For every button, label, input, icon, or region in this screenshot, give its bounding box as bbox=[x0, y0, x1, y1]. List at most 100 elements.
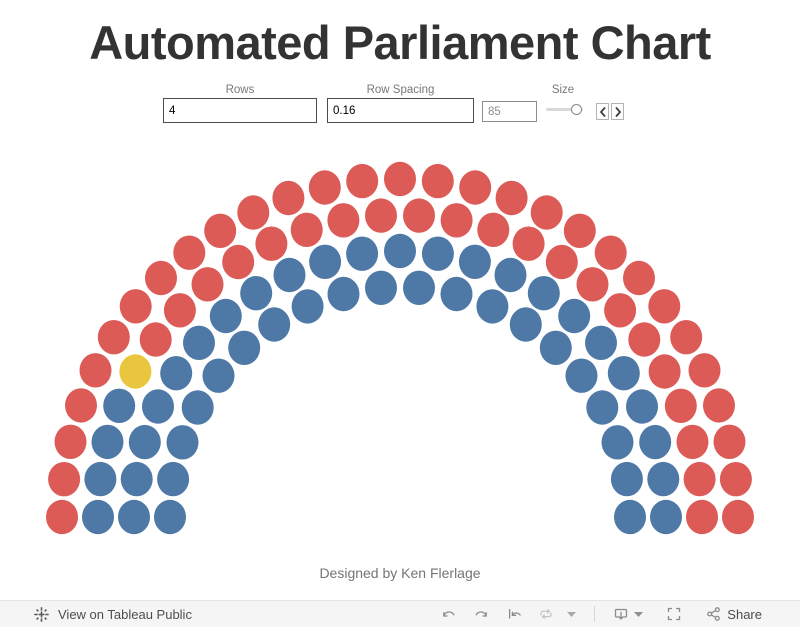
rows-input[interactable] bbox=[163, 98, 317, 123]
seat-dot[interactable] bbox=[84, 461, 117, 497]
seat-dot[interactable] bbox=[440, 276, 473, 312]
seat-dot[interactable] bbox=[119, 354, 152, 389]
seat-dot[interactable] bbox=[477, 212, 510, 247]
seat-dot[interactable] bbox=[576, 267, 609, 302]
seat-dot[interactable] bbox=[647, 461, 680, 497]
seat-dot[interactable] bbox=[607, 356, 640, 391]
seat-dot[interactable] bbox=[290, 212, 323, 247]
seat-dot[interactable] bbox=[686, 499, 718, 535]
seat-dot[interactable] bbox=[545, 244, 578, 280]
seat-dot[interactable] bbox=[476, 289, 509, 324]
seat-dot[interactable] bbox=[202, 358, 235, 393]
seat-dot[interactable] bbox=[46, 499, 78, 535]
seat-dot[interactable] bbox=[527, 276, 560, 311]
seat-dot[interactable] bbox=[639, 424, 672, 460]
seat-dot[interactable] bbox=[173, 235, 206, 270]
seat-dot[interactable] bbox=[384, 161, 416, 197]
seat-dot[interactable] bbox=[327, 203, 360, 238]
seat-dot[interactable] bbox=[384, 233, 416, 269]
seat-dot[interactable] bbox=[157, 461, 190, 497]
seat-dot[interactable] bbox=[676, 424, 709, 460]
seat-dot[interactable] bbox=[291, 289, 324, 324]
seat-dot[interactable] bbox=[228, 330, 261, 365]
download-button[interactable] bbox=[613, 606, 629, 622]
seat-dot[interactable] bbox=[722, 499, 754, 535]
seat-dot[interactable] bbox=[65, 388, 97, 423]
seat-dot[interactable] bbox=[650, 499, 682, 535]
parliament-chart[interactable] bbox=[0, 0, 800, 600]
redo-button[interactable] bbox=[473, 606, 489, 622]
seat-dot[interactable] bbox=[594, 235, 627, 270]
seat-dot[interactable] bbox=[703, 388, 735, 423]
seat-dot[interactable] bbox=[563, 213, 596, 248]
seat-dot[interactable] bbox=[495, 180, 528, 216]
share-button[interactable]: Share bbox=[706, 606, 762, 622]
seat-dot[interactable] bbox=[440, 203, 473, 238]
seat-dot[interactable] bbox=[183, 325, 215, 360]
seat-dot[interactable] bbox=[119, 289, 152, 324]
seat-dot[interactable] bbox=[54, 424, 87, 459]
seat-dot[interactable] bbox=[558, 298, 591, 334]
seat-dot[interactable] bbox=[565, 358, 598, 393]
seat-dot[interactable] bbox=[626, 389, 658, 424]
seat-dot[interactable] bbox=[209, 298, 242, 334]
seat-dot[interactable] bbox=[346, 163, 379, 199]
seat-dot[interactable] bbox=[648, 354, 681, 389]
undo-button[interactable] bbox=[441, 606, 457, 622]
seat-dot[interactable] bbox=[530, 195, 563, 230]
seat-dot[interactable] bbox=[273, 257, 306, 293]
seat-dot[interactable] bbox=[163, 293, 196, 328]
seat-dot[interactable] bbox=[509, 307, 542, 342]
refresh-button[interactable] bbox=[538, 606, 554, 622]
seat-dot[interactable] bbox=[308, 170, 341, 205]
size-decrement-button[interactable] bbox=[596, 103, 609, 120]
seat-dot[interactable] bbox=[664, 388, 697, 423]
seat-dot[interactable] bbox=[272, 180, 305, 216]
row-spacing-input[interactable] bbox=[327, 98, 474, 123]
refresh-caret-button[interactable] bbox=[567, 611, 577, 617]
seat-dot[interactable] bbox=[628, 322, 661, 357]
seat-dot[interactable] bbox=[648, 289, 681, 324]
seat-dot[interactable] bbox=[585, 325, 617, 360]
size-slider-track[interactable] bbox=[546, 108, 583, 111]
seat-dot[interactable] bbox=[82, 499, 114, 535]
seat-dot[interactable] bbox=[309, 244, 342, 279]
seat-dot[interactable] bbox=[139, 322, 172, 357]
seat-dot[interactable] bbox=[128, 424, 161, 460]
seat-dot[interactable] bbox=[48, 462, 81, 497]
seat-dot[interactable] bbox=[614, 499, 646, 535]
seat-dot[interactable] bbox=[255, 226, 288, 261]
size-input[interactable] bbox=[482, 101, 537, 122]
fullscreen-button[interactable] bbox=[666, 606, 682, 622]
download-caret-button[interactable] bbox=[634, 611, 644, 617]
revert-button[interactable] bbox=[507, 606, 523, 622]
seat-dot[interactable] bbox=[421, 236, 454, 271]
seat-dot[interactable] bbox=[365, 198, 397, 233]
seat-dot[interactable] bbox=[160, 356, 193, 391]
seat-dot[interactable] bbox=[688, 353, 721, 388]
seat-dot[interactable] bbox=[610, 461, 643, 497]
seat-dot[interactable] bbox=[403, 198, 435, 233]
seat-dot[interactable] bbox=[683, 461, 716, 497]
seat-dot[interactable] bbox=[623, 260, 655, 296]
seat-dot[interactable] bbox=[539, 330, 572, 365]
seat-dot[interactable] bbox=[181, 390, 214, 425]
seat-dot[interactable] bbox=[365, 270, 397, 305]
seat-dot[interactable] bbox=[586, 390, 619, 425]
view-on-tableau-public-link[interactable]: View on Tableau Public bbox=[0, 606, 192, 623]
seat-dot[interactable] bbox=[459, 170, 492, 205]
seat-dot[interactable] bbox=[719, 462, 752, 497]
seat-dot[interactable] bbox=[142, 389, 174, 424]
seat-dot[interactable] bbox=[120, 461, 153, 497]
seat-dot[interactable] bbox=[604, 293, 637, 328]
seat-dot[interactable] bbox=[403, 270, 435, 305]
seat-dot[interactable] bbox=[258, 307, 291, 342]
seat-dot[interactable] bbox=[346, 236, 379, 271]
seat-dot[interactable] bbox=[204, 213, 237, 248]
seat-dot[interactable] bbox=[166, 425, 199, 460]
seat-dot[interactable] bbox=[145, 260, 177, 296]
size-slider-handle[interactable] bbox=[571, 104, 582, 115]
seat-dot[interactable] bbox=[240, 276, 273, 311]
size-increment-button[interactable] bbox=[611, 103, 624, 120]
seat-dot[interactable] bbox=[79, 353, 112, 388]
